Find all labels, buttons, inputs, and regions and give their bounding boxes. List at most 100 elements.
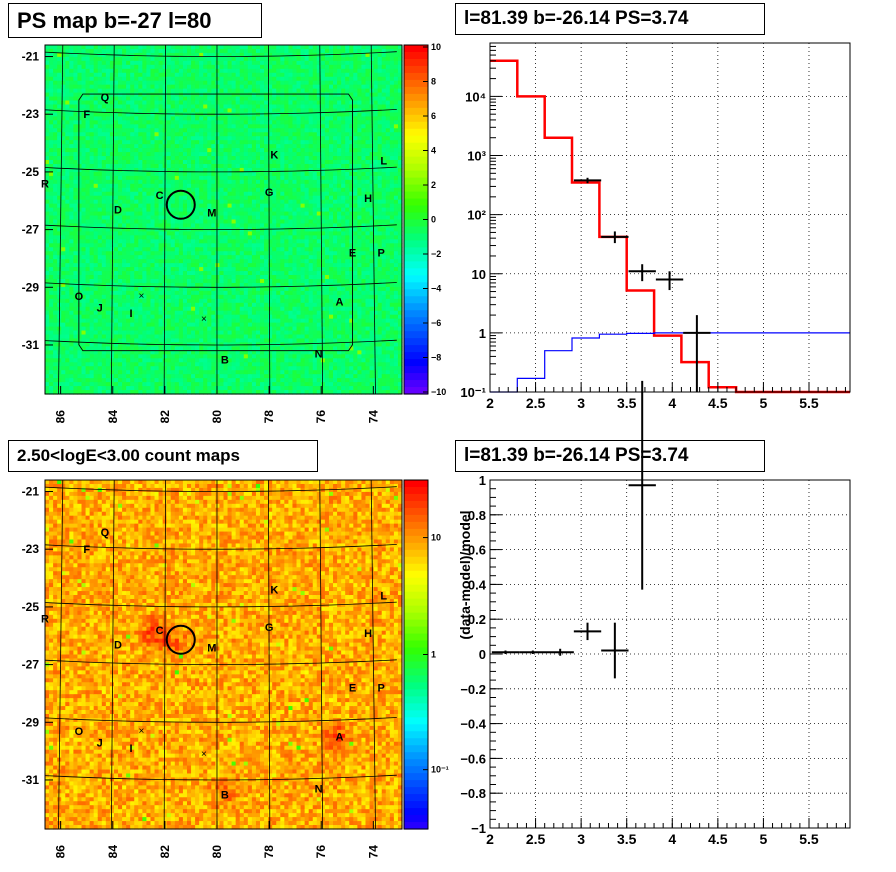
grid-lon-line: [370, 479, 376, 830]
x-tick-label: 80: [210, 410, 224, 424]
map-frame: [44, 44, 403, 395]
source-label-m: M: [207, 642, 216, 654]
source-label-i: I: [129, 743, 132, 755]
grid-lat-line: [44, 51, 397, 57]
x-tick-label: 5: [760, 395, 768, 411]
x-tick-label: 5.5: [799, 831, 819, 847]
x-tick-label: 3: [577, 831, 585, 847]
x-tick-label: 4.5: [708, 831, 728, 847]
x-tick-label: 2.5: [526, 831, 546, 847]
source-label-k: K: [270, 150, 278, 162]
x-tick-label: 4: [668, 831, 676, 847]
source-label-b: B: [221, 354, 229, 366]
ps-map-title: PS map b=-27 l=80: [8, 3, 262, 38]
y-tick-label: -25: [22, 600, 40, 614]
colorbar-tick-label: 2: [431, 180, 436, 190]
grid-lat-line: [44, 166, 397, 173]
x-tick-label: 2: [486, 395, 494, 411]
x-tick-label: 78: [262, 845, 276, 859]
source-label-f: F: [83, 109, 90, 121]
x-tick-label: 3.5: [617, 395, 637, 411]
cross-marker: ×: [201, 749, 207, 760]
colorbar-tick-label: 1: [431, 650, 436, 660]
x-tick-label: 82: [158, 410, 172, 424]
sky-map-0: QFK LRC G HD ME POJ IAB N××-21-23-25-27-29-3186…: [22, 42, 447, 423]
x-tick-label: 86: [54, 410, 68, 424]
x-tick-label: 5: [760, 831, 768, 847]
y-tick-label: 10²: [467, 208, 486, 223]
x-tick-label: 3: [577, 395, 585, 411]
colorbar-tick-label: −4: [431, 284, 441, 294]
x-tick-label: 5.5: [799, 395, 819, 411]
colorbar-tick-label: 6: [431, 111, 436, 121]
y-tick-label: 10⁴: [465, 89, 486, 104]
x-tick-label: 76: [314, 410, 328, 424]
candidate-circle: [165, 189, 196, 220]
source-label-n: N: [315, 349, 323, 361]
source-label-e: E: [349, 683, 356, 695]
x-tick-label: 80: [210, 845, 224, 859]
grid-lat-line: [44, 109, 397, 115]
background-histogram: [490, 332, 850, 393]
model-histogram: [490, 59, 850, 394]
y-tick-label: −0.4: [460, 717, 486, 732]
source-label-g: G: [265, 187, 274, 199]
x-tick-label: 84: [106, 410, 120, 424]
y-tick-label: −0.8: [460, 786, 486, 801]
y-tick-label: −0.2: [460, 682, 486, 697]
grid-lat-line: [44, 544, 397, 550]
grid-lon-line: [58, 44, 64, 395]
source-label-j: J: [97, 737, 103, 749]
count-map-title: 2.50<logE<3.00 count maps: [8, 440, 318, 472]
colorbar-tick-label: −2: [431, 249, 441, 259]
y-tick-label: -29: [22, 280, 40, 294]
grid-lon-line: [163, 44, 166, 395]
residual-title: l=81.39 b=-26.14 PS=3.74: [455, 440, 765, 472]
x-tick-label: 74: [366, 845, 380, 859]
y-tick-label: -27: [22, 223, 40, 237]
source-label-c: C: [156, 625, 164, 637]
grid-lat-line: [44, 774, 397, 781]
y-tick-label: -23: [22, 107, 40, 121]
y-tick-label: -31: [22, 773, 40, 787]
y-tick-label: 1: [479, 473, 486, 488]
source-label-c: C: [156, 190, 164, 202]
x-tick-label: 4.5: [708, 395, 728, 411]
grid-lon-line: [319, 479, 324, 830]
x-tick-label: 84: [106, 845, 120, 859]
residual-plot: 2 2.5 3 3.5 4 4.5 5 5.5 −1 −0.8 −0.6 −0.4 −0.2 0 0.2 0.…: [457, 380, 851, 847]
colorbar-tick-label: −8: [431, 353, 441, 363]
y-tick-label: -21: [22, 485, 40, 499]
source-label-h: H: [364, 628, 372, 640]
grid-lon-line: [163, 479, 166, 830]
y-tick-label: -29: [22, 715, 40, 729]
source-label-b: B: [221, 789, 229, 801]
spectrum-title: l=81.39 b=-26.14 PS=3.74: [455, 3, 765, 35]
colorbar-tick-label: 10: [431, 533, 441, 543]
source-label-g: G: [265, 622, 274, 634]
x-tick-label: 2.5: [526, 395, 546, 411]
y-tick-label: 0: [479, 647, 486, 662]
colorbar-tick-label: 4: [431, 146, 436, 156]
y-tick-label: -21: [22, 50, 40, 64]
grid-lon-line: [58, 479, 64, 830]
x-tick-label: 74: [366, 410, 380, 424]
source-label-j: J: [97, 302, 103, 314]
grid-lat-line: [44, 717, 397, 723]
source-label-a: A: [335, 732, 343, 744]
sky-map-2: QFK LRC G HD ME POJ IAB N××-21-23-25-27-29-3186…: [22, 479, 449, 859]
x-tick-label: 4: [668, 395, 676, 411]
source-label-o: O: [75, 291, 84, 303]
colorbar-tick-label: −6: [431, 318, 441, 328]
source-label-p: P: [377, 683, 384, 695]
grid-lat-line: [44, 486, 397, 492]
source-label-h: H: [364, 193, 372, 205]
grid-lon-line: [370, 44, 376, 395]
source-label-k: K: [270, 585, 278, 597]
grid-lon-line: [319, 44, 324, 395]
y-tick-label: 0.8: [468, 508, 486, 523]
source-label-a: A: [335, 297, 343, 309]
source-label-e: E: [349, 248, 356, 260]
y-tick-label: 0.2: [468, 612, 486, 627]
source-label-n: N: [315, 784, 323, 796]
